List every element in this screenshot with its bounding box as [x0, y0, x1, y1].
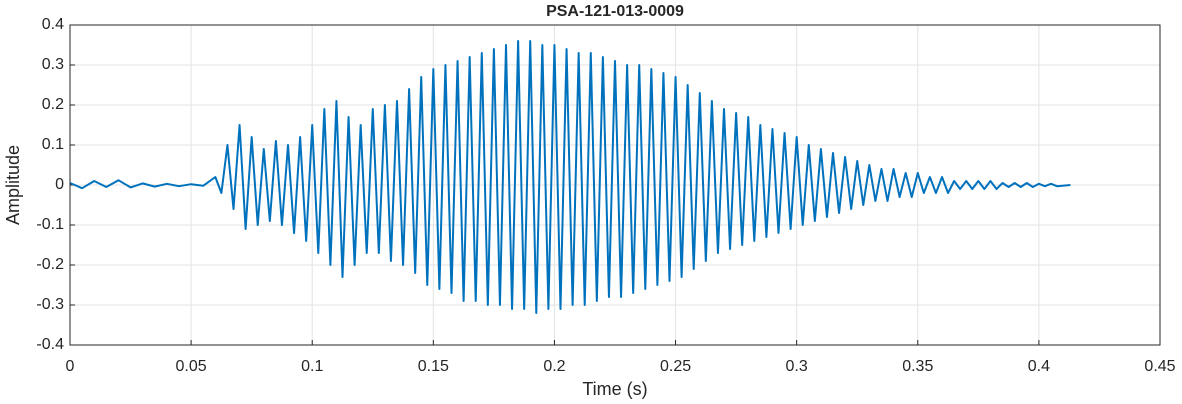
x-tick-label: 0.25	[660, 358, 691, 375]
x-tick-label: 0.45	[1144, 358, 1175, 375]
y-tick-label: 0.1	[42, 136, 64, 153]
x-tick-label: 0.15	[418, 358, 449, 375]
y-tick-label: -0.3	[36, 296, 64, 313]
x-tick-label: 0.1	[301, 358, 323, 375]
x-tick-label: 0.3	[786, 358, 808, 375]
plot-frame	[69, 24, 1161, 346]
chart-title: PSA-121-013-0009	[546, 3, 684, 20]
x-tick-label: 0.35	[902, 358, 933, 375]
x-tick-label: 0.4	[1028, 358, 1050, 375]
y-tick-label: 0	[55, 176, 64, 193]
y-tick-label: 0.4	[42, 16, 64, 33]
y-tick-label: -0.1	[36, 216, 64, 233]
x-tick-label: 0	[66, 358, 75, 375]
waveform-line	[69, 40, 1071, 314]
y-tick-label: -0.4	[36, 336, 64, 353]
y-tick-label: 0.3	[42, 56, 64, 73]
y-axis-label: Amplitude	[3, 145, 23, 225]
y-tick-label: 0.2	[42, 96, 64, 113]
x-axis-label: Time (s)	[582, 379, 647, 399]
x-tick-label: 0.2	[543, 358, 565, 375]
y-tick-label: -0.2	[36, 256, 64, 273]
x-tick-label: 0.05	[176, 358, 207, 375]
